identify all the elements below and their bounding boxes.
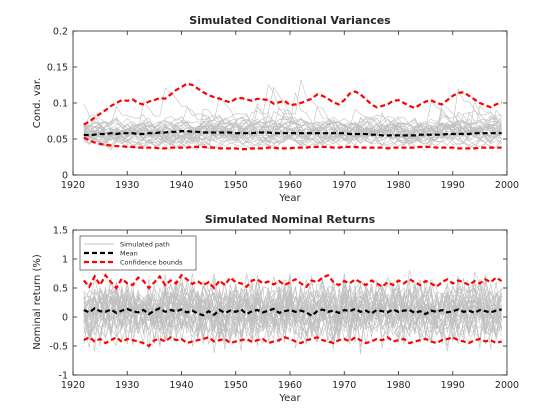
x-tick-label: 1920	[61, 380, 85, 391]
series-bottom	[82, 273, 503, 348]
y-tick-label: -1	[59, 371, 68, 382]
series-top	[83, 82, 502, 151]
x-tick-label: 1920	[61, 180, 85, 191]
chart-title-bottom: Simulated Nominal Returns	[205, 213, 376, 226]
ticks-bottom: 1920 1930 1940 1950 1960 1970 1980 1990 2000 -1 -0…	[49, 226, 519, 392]
y-tick-label: 1.5	[53, 226, 68, 237]
mean-line	[83, 306, 502, 318]
legend-label-simulated-path: Simulated path	[120, 241, 170, 249]
simulated-path-line	[83, 87, 502, 144]
y-tick-label: 1	[62, 255, 68, 266]
x-tick-label: 1950	[224, 380, 248, 391]
x-tick-label: 1930	[115, 180, 139, 191]
x-tick-label: 1970	[332, 180, 356, 191]
simulated-paths-top	[83, 79, 502, 151]
y-axis-label-bottom: Nominal return (%)	[32, 254, 43, 350]
x-axis-label-bottom: Year	[278, 393, 301, 404]
simulated-paths-bottom	[83, 270, 502, 355]
y-tick-label: 0	[62, 313, 68, 324]
simulated-path-line	[83, 109, 502, 147]
simulated-path-line	[83, 279, 502, 351]
lower-bound-line	[83, 136, 502, 151]
simulated-path-line	[83, 111, 502, 142]
lower-bound-line	[83, 335, 502, 348]
y-tick-label: -0.5	[49, 342, 68, 353]
x-tick-label: 1970	[332, 380, 356, 391]
x-tick-label: 1990	[441, 380, 465, 391]
x-tick-label: 1980	[386, 380, 410, 391]
x-tick-label: 1930	[115, 380, 139, 391]
x-tick-label: 1940	[169, 380, 193, 391]
x-tick-label: 1990	[441, 180, 465, 191]
legend-label-confidence-bounds: Confidence bounds	[120, 259, 183, 267]
legend-label-mean: Mean	[120, 250, 138, 258]
y-tick-label: 0.2	[53, 27, 68, 38]
x-tick-label: 1950	[224, 180, 248, 191]
chart-nominal-returns: 1920 1930 1940 1950 1960 1970 1980 1990 2000 -1 -0…	[32, 213, 519, 404]
simulated-path-line	[83, 116, 502, 146]
x-tick-label: 1980	[386, 180, 410, 191]
x-tick-label: 1940	[169, 180, 193, 191]
chart-conditional-variances: 1920 1930 1940 1950 1960 1970 1980 1990 2000 0 0.0…	[32, 14, 519, 204]
chart-title-top: Simulated Conditional Variances	[189, 14, 391, 27]
y-tick-label: 0.05	[47, 135, 68, 146]
y-axis-label-top: Cond. var.	[32, 78, 43, 129]
upper-bound-line	[83, 82, 502, 126]
simulated-path-line	[83, 84, 502, 150]
y-tick-label: 0.15	[47, 63, 68, 74]
simulated-path-line	[83, 117, 502, 149]
y-tick-label: 0	[62, 171, 68, 182]
y-tick-label: 0.5	[53, 284, 68, 295]
simulated-path-line	[83, 286, 502, 345]
simulated-path-line	[83, 270, 502, 352]
simulated-path-line	[83, 117, 502, 150]
y-tick-label: 0.1	[53, 99, 68, 110]
upper-bound-line	[82, 273, 503, 290]
simulated-path-line	[83, 120, 502, 144]
mean-line	[83, 130, 502, 137]
legend: Simulated path Mean Confidence bounds	[79, 235, 197, 271]
x-tick-label: 1960	[278, 380, 302, 391]
ticks-top: 1920 1930 1940 1950 1960 1970 1980 1990 2000 0 0.0…	[47, 27, 519, 192]
x-tick-label: 1960	[278, 180, 302, 191]
legend-box	[79, 235, 197, 271]
x-axis-label-top: Year	[278, 193, 301, 204]
x-tick-label: 2000	[495, 180, 519, 191]
x-tick-label: 2000	[495, 380, 519, 391]
